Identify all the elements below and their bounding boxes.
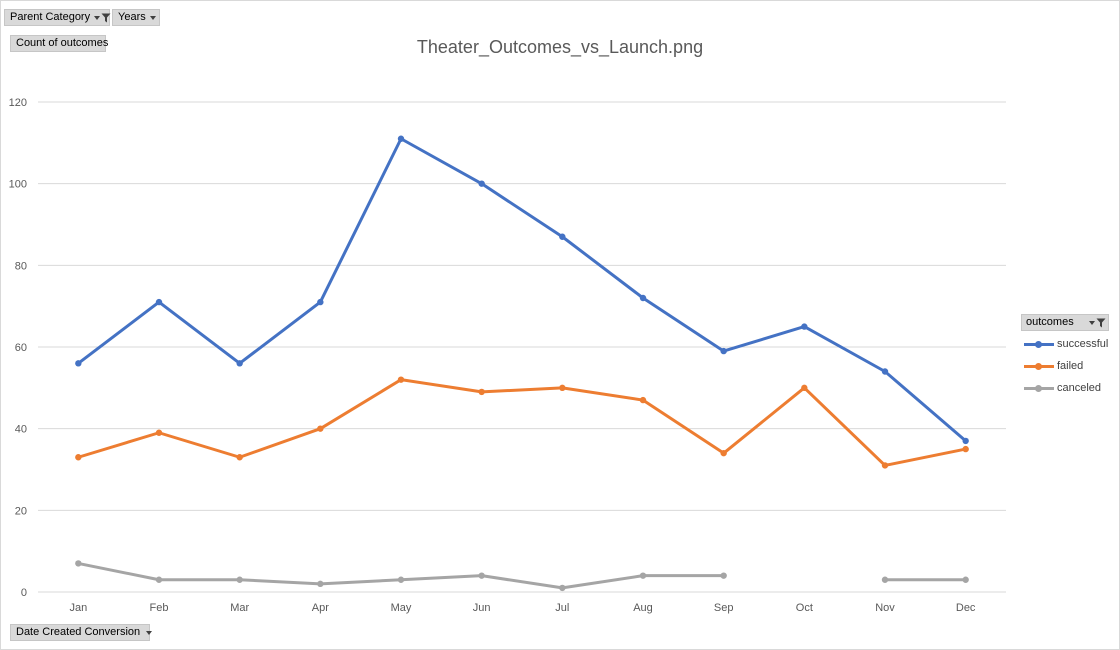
y-tick-label: 20 [15,505,27,517]
legend-label-successful: successful [1057,338,1109,350]
x-tick-label: Jun [473,602,491,614]
years-filter-button[interactable]: Years [112,9,160,26]
data-point-successful [559,233,566,240]
x-tick-label: May [391,602,412,614]
data-point-canceled [639,572,647,579]
y-tick-label: 60 [15,342,27,354]
legend-swatch-canceled [1024,383,1054,393]
series-line-canceled [76,561,726,590]
data-point-successful [397,135,405,142]
legend-item-failed[interactable]: failed [1021,355,1109,377]
series-successful [75,135,969,445]
data-point-successful [75,360,82,367]
y-tick-label: 80 [15,260,27,272]
chevron-down-icon [94,15,101,20]
parent-category-label: Parent Category [10,11,91,23]
data-point-failed [720,449,727,457]
x-tick-label: Mar [230,602,249,614]
data-point-failed [75,454,82,461]
value-field-label: Count of outcomes [16,37,109,49]
y-tick-label: 100 [9,179,27,191]
data-point-canceled [881,576,889,583]
legend-label-canceled: canceled [1057,382,1102,394]
chevron-down-icon [149,15,156,20]
data-point-failed [478,388,485,396]
axis-field-label: Date Created Conversion [16,626,141,638]
chevron-down-icon [1089,320,1095,325]
series-canceled [75,560,969,592]
data-point-canceled [317,580,324,588]
series-line-successful [76,137,968,443]
data-point-failed [881,462,889,469]
data-point-canceled [559,584,566,592]
funnel-icon [1096,318,1106,327]
x-tick-label: Apr [312,602,329,614]
data-point-failed [236,454,243,461]
x-tick-label: Dec [956,602,976,614]
data-point-successful [639,294,647,302]
axis-field-button[interactable]: Date Created Conversion [10,624,153,641]
data-point-canceled [155,576,163,583]
x-tick-label: Feb [150,602,169,614]
data-point-failed [962,445,969,453]
data-point-successful [478,180,485,187]
outcomes-filter-button[interactable]: outcomes [1021,314,1109,331]
data-point-successful [155,298,163,306]
chevron-down-icon [146,630,153,635]
value-field-button[interactable]: Count of outcomes [10,35,109,52]
chart-title: Theater_Outcomes_vs_Launch.png [416,37,704,57]
data-point-successful [236,360,243,367]
x-tick-label: Jan [69,602,87,614]
series-line-failed [76,378,968,467]
funnel-icon [101,13,111,22]
data-point-canceled [236,576,243,583]
data-point-failed [801,384,808,392]
data-point-successful [881,368,889,375]
data-point-successful [962,437,969,445]
x-tick-label: Sep [714,602,734,614]
x-tick-label: Jul [555,602,569,614]
legend-label-failed: failed [1057,360,1084,372]
data-point-successful [317,298,324,306]
data-point-successful [720,347,727,355]
y-tick-label: 0 [21,587,27,599]
data-point-canceled [397,576,405,583]
data-point-canceled [75,560,82,567]
legend-swatch-successful [1024,339,1054,349]
data-point-failed [397,376,405,383]
data-point-successful [801,323,808,330]
legend-item-successful[interactable]: successful [1021,333,1109,355]
x-axis-ticks: Jan Feb Mar Apr May Jun Jul Aug Sep Oct Nov Dec [69,602,975,614]
data-point-failed [559,384,566,392]
data-point-canceled [720,572,727,579]
y-axis-ticks: 0 20 40 60 80 100 120 [9,97,27,599]
y-tick-label: 120 [9,97,27,109]
x-tick-label: Oct [796,602,813,614]
data-point-canceled [478,572,485,579]
data-point-canceled [962,576,969,583]
data-point-failed [155,429,163,436]
series-lines [75,135,969,592]
x-tick-label: Aug [633,602,653,614]
data-point-failed [639,396,647,404]
data-point-failed [317,425,324,432]
series-failed [75,376,969,469]
parent-category-filter-button[interactable]: Parent Category [4,9,111,26]
legend-swatch-failed [1024,361,1054,371]
legend: outcomes successful failed canceled [1021,314,1109,399]
years-label: Years [118,11,146,23]
gridlines [38,101,1006,593]
legend-item-canceled[interactable]: canceled [1021,377,1109,399]
legend-title: outcomes [1026,316,1074,328]
y-tick-label: 40 [15,424,27,436]
x-tick-label: Nov [875,602,895,614]
